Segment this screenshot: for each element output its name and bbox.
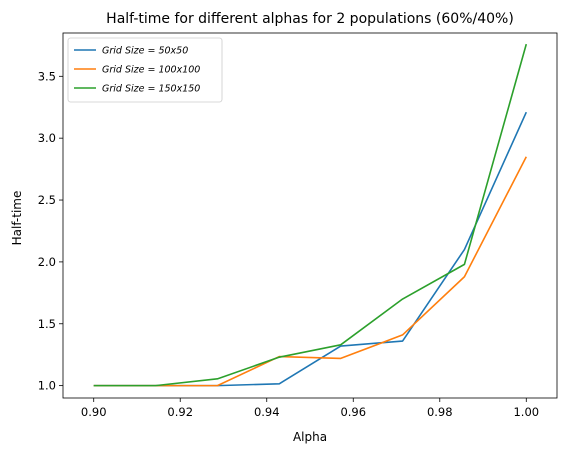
x-tick-label: 0.92 xyxy=(167,405,193,419)
legend-label: Grid Size = 100x100 xyxy=(102,65,200,76)
y-tick-label: 3.5 xyxy=(38,69,56,83)
y-tick-label: 3.0 xyxy=(38,131,56,145)
plot-frame xyxy=(62,32,558,399)
plot-area: 0.90 0.92 0.94 0.96 0.98 1.00 1.0 1.5 2.0 2.5 3.0 3… xyxy=(38,32,558,419)
y-tick-label: 2.5 xyxy=(38,193,56,207)
x-tick-label: 1.00 xyxy=(513,405,539,419)
x-axis-label: Alpha xyxy=(293,430,327,444)
legend-box xyxy=(67,37,223,103)
series-line-2 xyxy=(93,156,528,387)
series-line-3 xyxy=(93,43,528,387)
x-tick-label: 0.98 xyxy=(427,405,453,419)
x-tick-label: 0.94 xyxy=(254,405,280,419)
y-tick-label: 2.0 xyxy=(38,255,56,269)
y-tick-label: 1.0 xyxy=(38,379,56,393)
legend-label: Grid Size = 50x50 xyxy=(102,46,188,57)
x-tick-label: 0.96 xyxy=(340,405,366,419)
x-tick-label: 0.90 xyxy=(81,405,107,419)
series-line-1 xyxy=(93,111,528,387)
y-axis-label: Half-time xyxy=(10,191,24,246)
y-tick-label: 1.5 xyxy=(38,317,56,331)
legend-label: Grid Size = 150x150 xyxy=(102,84,200,95)
chart-title: Half-time for different alphas for 2 pop… xyxy=(106,11,514,27)
